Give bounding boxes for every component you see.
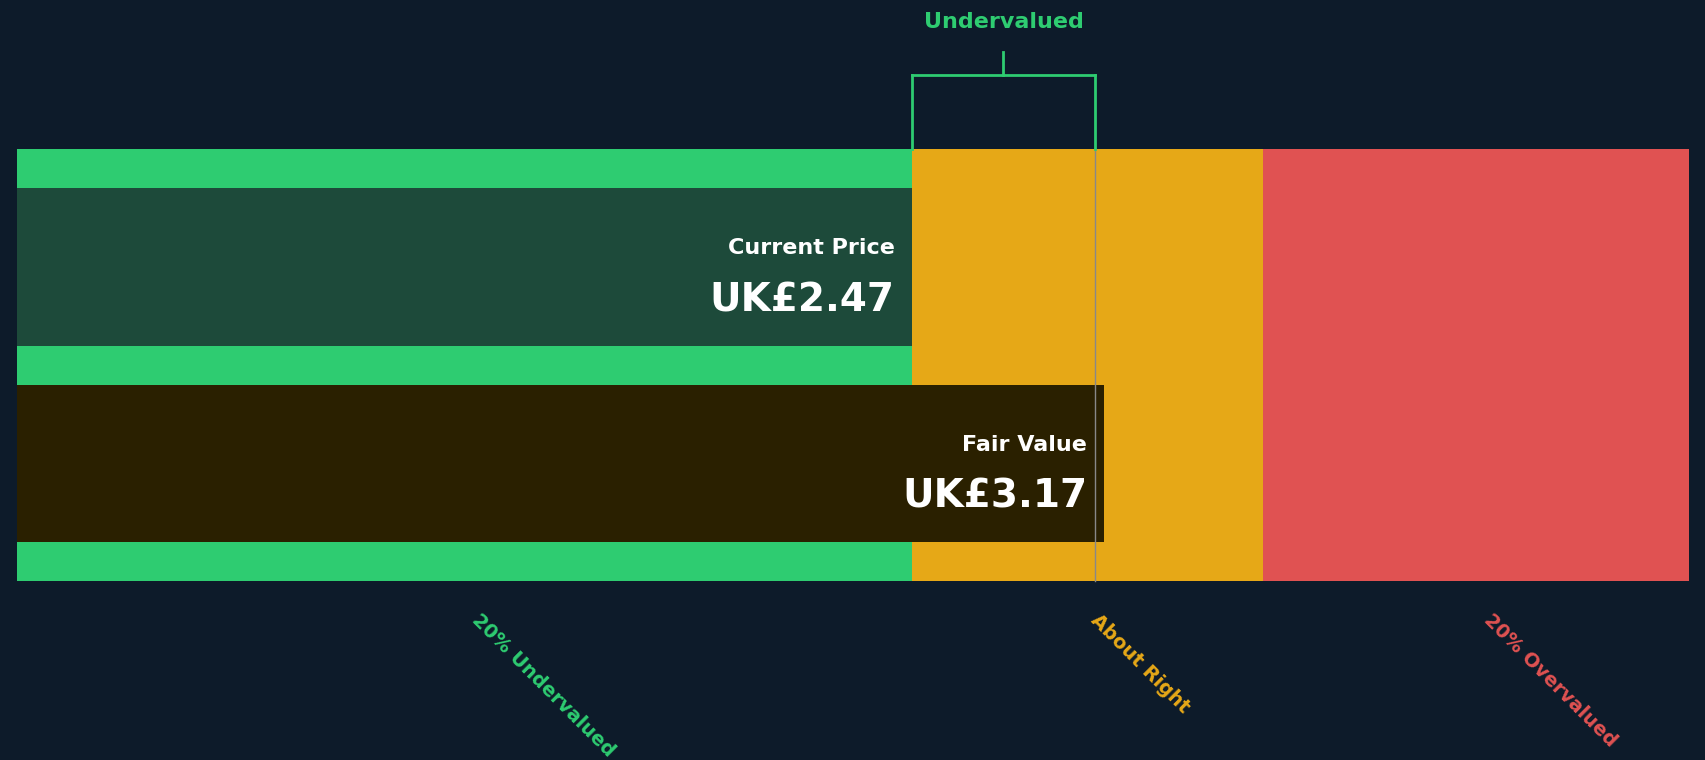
Bar (17, 149, 910, 581)
Bar (17, 346, 910, 385)
Text: About Right: About Right (1086, 611, 1192, 717)
Text: 20% Overvalued: 20% Overvalued (1480, 611, 1620, 751)
Text: 20% Undervalued: 20% Undervalued (469, 611, 619, 760)
Text: Fair Value: Fair Value (962, 435, 1086, 454)
Text: UK£3.17: UK£3.17 (902, 478, 1086, 516)
Bar (17, 385, 1103, 542)
Bar (910, 149, 1262, 581)
Text: Current Price: Current Price (728, 238, 893, 258)
Text: UK£2.47: UK£2.47 (709, 281, 893, 319)
Bar (17, 149, 910, 188)
Text: Undervalued: Undervalued (922, 12, 1083, 33)
Bar (17, 188, 910, 346)
Bar (17, 542, 910, 581)
Bar (1262, 149, 1688, 581)
Bar (17, 385, 910, 542)
